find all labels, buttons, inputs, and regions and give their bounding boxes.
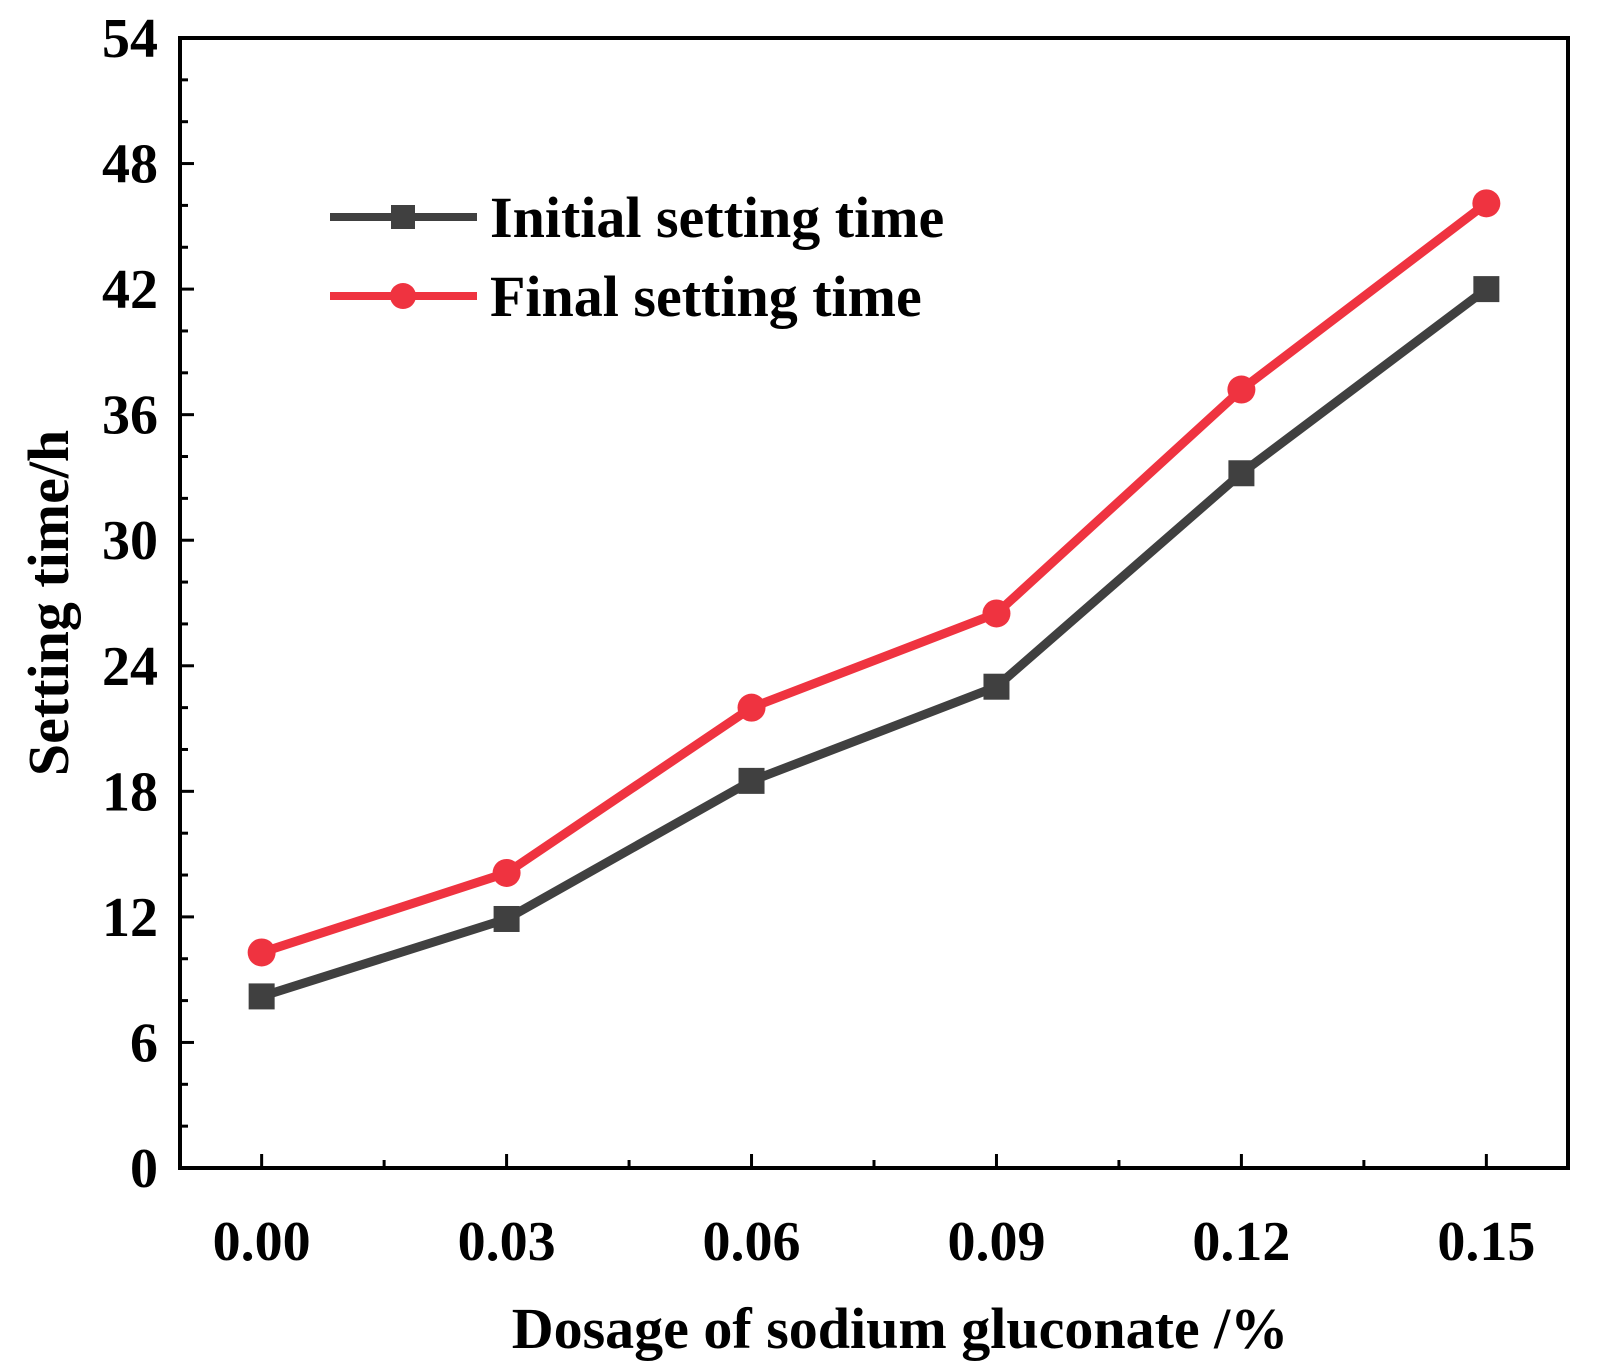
y-axis-title: Setting time/h bbox=[16, 430, 81, 776]
legend-label-initial: Initial setting time bbox=[490, 185, 944, 250]
data-point-final bbox=[247, 938, 276, 967]
x-axis-title: Dosage of sodium gluconate /% bbox=[512, 1296, 1289, 1361]
data-point-initial bbox=[1228, 460, 1255, 487]
x-tick-label: 0.06 bbox=[703, 1211, 801, 1273]
y-tick-label: 54 bbox=[102, 8, 158, 70]
legend-marker-square bbox=[391, 205, 415, 229]
legend-marker-circle bbox=[390, 283, 416, 309]
y-tick-label: 0 bbox=[130, 1138, 158, 1200]
y-tick-label: 42 bbox=[102, 259, 158, 321]
y-tick-label: 36 bbox=[102, 385, 158, 447]
y-tick-label: 30 bbox=[102, 510, 158, 572]
x-tick-label: 0.15 bbox=[1437, 1211, 1535, 1273]
x-tick-label: 0.00 bbox=[213, 1211, 311, 1273]
series-line-initial bbox=[260, 285, 1490, 1001]
x-tick-label: 0.12 bbox=[1192, 1211, 1290, 1273]
legend-label-final: Final setting time bbox=[490, 264, 922, 329]
data-point-final bbox=[737, 693, 766, 722]
data-point-initial bbox=[248, 983, 275, 1010]
y-tick-label: 6 bbox=[130, 1012, 158, 1074]
data-point-final bbox=[982, 599, 1011, 628]
data-point-initial bbox=[493, 905, 520, 932]
data-point-initial bbox=[1473, 276, 1500, 303]
data-point-final bbox=[1472, 189, 1501, 218]
y-tick-label: 18 bbox=[102, 761, 158, 823]
data-point-initial bbox=[983, 673, 1010, 700]
data-point-final bbox=[1227, 375, 1256, 404]
plot-frame bbox=[178, 36, 1570, 1170]
labels-layer: 0 6 12 18 24 30 36 42 48 54 0.00 0.03 0.06 0.09 0.12 0.… bbox=[102, 8, 1535, 1273]
y-tick-label: 48 bbox=[102, 134, 158, 196]
series-layer bbox=[247, 189, 1501, 1010]
data-point-initial bbox=[738, 767, 765, 794]
y-tick-label: 12 bbox=[102, 887, 158, 949]
x-tick-label: 0.03 bbox=[458, 1211, 556, 1273]
legend: Initial setting time Final setting time bbox=[330, 185, 944, 329]
data-point-final bbox=[492, 858, 521, 887]
x-tick-label: 0.09 bbox=[947, 1211, 1045, 1273]
series-line-final bbox=[260, 199, 1490, 957]
y-tick-label: 24 bbox=[102, 636, 158, 698]
